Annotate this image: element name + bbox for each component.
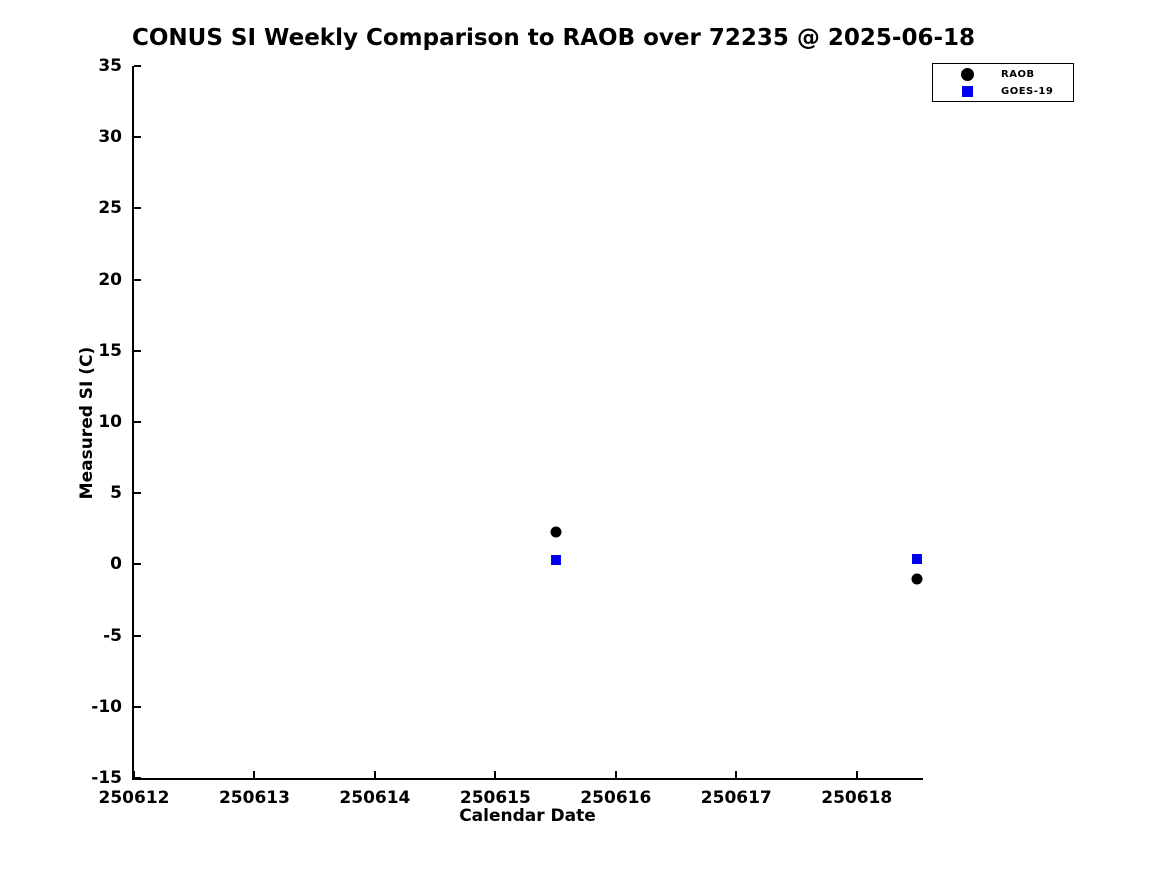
legend-marker-goes-19 [961, 85, 973, 97]
x-tick-label: 250618 [821, 788, 893, 808]
y-tick-label: 20 [98, 269, 122, 290]
plot-area [132, 65, 923, 780]
y-tick-label: 10 [98, 412, 122, 432]
legend-marker-cell [933, 67, 1001, 81]
y-tick [134, 777, 141, 779]
y-tick-label: 0 [110, 554, 122, 575]
chart-title: CONUS SI Weekly Comparison to RAOB over … [132, 25, 976, 51]
y-tick [134, 349, 141, 352]
y-tick-label: -15 [91, 768, 122, 788]
x-tick-label: 250612 [98, 788, 170, 808]
x-tick [614, 771, 617, 778]
y-tick-label: 30 [98, 127, 122, 148]
x-tick [373, 771, 376, 778]
y-tick-label: -10 [91, 696, 122, 717]
data-point-raob [911, 573, 923, 585]
y-tick-label: 5 [110, 483, 122, 504]
legend-marker-cell [933, 85, 1001, 97]
y-tick-label: 15 [98, 340, 122, 361]
x-tick [253, 771, 256, 778]
x-tick-label: 250616 [580, 788, 652, 808]
y-tick [134, 65, 141, 67]
data-point-goes-19 [911, 553, 922, 564]
data-point-raob [550, 526, 562, 538]
legend-label: GOES-19 [1001, 85, 1054, 97]
y-tick-label: -5 [103, 625, 122, 646]
x-tick [494, 771, 497, 778]
x-tick-label: 250615 [459, 788, 531, 808]
x-tick-label: 250614 [339, 788, 411, 808]
y-tick [134, 563, 141, 566]
legend-item-goes-19: GOES-19 [933, 84, 1073, 98]
y-tick-label: 25 [98, 198, 122, 219]
y-tick [134, 278, 141, 281]
y-tick [134, 634, 141, 637]
legend: RAOB GOES-19 [932, 63, 1074, 102]
y-tick-label: 35 [98, 56, 122, 76]
legend-item-raob: RAOB [933, 67, 1073, 81]
x-tick-label: 250617 [700, 788, 772, 808]
legend-marker-raob [960, 67, 974, 81]
data-point-goes-19 [550, 555, 561, 566]
y-tick [134, 705, 141, 708]
y-tick [134, 421, 141, 423]
x-axis-label: Calendar Date [459, 806, 596, 826]
y-tick [134, 492, 141, 495]
x-tick [735, 771, 738, 778]
y-tick [134, 207, 141, 210]
x-tick [133, 771, 135, 778]
y-tick [134, 136, 141, 139]
x-tick [855, 771, 858, 778]
legend-label: RAOB [1001, 68, 1035, 80]
x-tick-label: 250613 [218, 788, 290, 808]
